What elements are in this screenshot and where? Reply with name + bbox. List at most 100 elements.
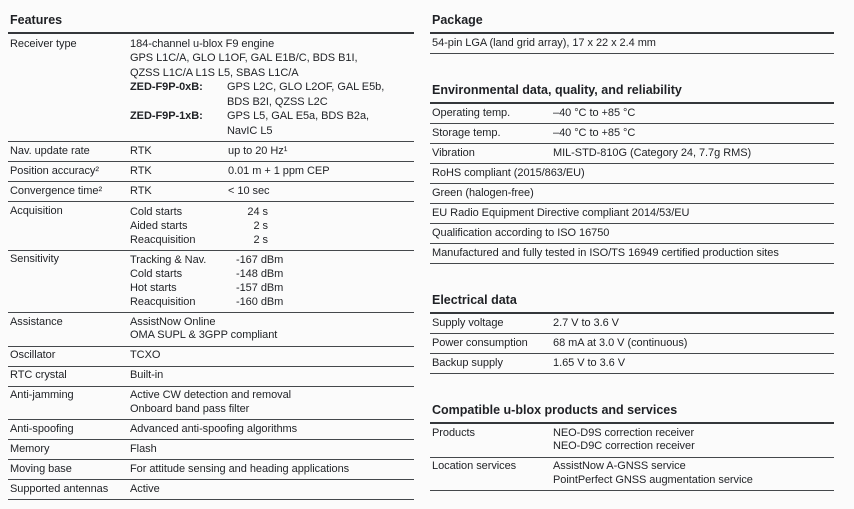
receiver-line: QZSS L1C/A L1S L5, SBAS L1C/A <box>130 66 299 79</box>
sensitivity-pair: Hot starts -157 dBm <box>130 281 414 295</box>
row-label: Receiver type <box>10 37 77 50</box>
spec-row-rtc-crystal: RTC crystal Built-in <box>8 367 414 387</box>
pair-value: -157 dBm <box>236 282 284 294</box>
env-note-green: Green (halogen-free) <box>430 184 834 204</box>
spec-row-receiver-type: Receiver type 184-channel u-blox F9 engi… <box>8 34 414 142</box>
row-value: 68 mA at 3.0 V (continuous) <box>553 336 688 349</box>
row-value: 2.7 V to 3.6 V <box>553 316 619 329</box>
row-label: Oscillator <box>10 349 56 361</box>
row-value: Flash <box>130 442 157 455</box>
spec-row-supported-antennas: Supported antennas Active <box>8 480 414 500</box>
row-label: Memory <box>10 442 50 455</box>
package-title: Package <box>430 12 834 34</box>
receiver-variant: ZED-F9P-1xB: GPS L5, GAL E5a, BDS B2a, N… <box>130 109 414 138</box>
compat-row-location-services: Location services AssistNow A-GNSS servi… <box>430 458 834 491</box>
row-value: –40 °C to +85 °C <box>553 106 636 119</box>
pair-sublabel: Hot starts <box>130 282 177 294</box>
pair-value: 24 s <box>247 205 268 218</box>
compatible-title: Compatible u-blox products and services <box>430 402 834 424</box>
spec-row-sensitivity: Sensitivity Tracking & Nav. -167 dBm Col… <box>8 251 414 313</box>
receiver-line: 184-channel u-blox F9 engine <box>130 37 275 50</box>
row-value: < 10 sec <box>228 184 270 197</box>
row-label: Acquisition <box>10 204 63 217</box>
receiver-variant: ZED-F9P-0xB: GPS L2C, GLO L2OF, GAL E5b,… <box>130 80 414 109</box>
variant-name: ZED-F9P-0xB: <box>130 81 203 93</box>
acquisition-pair: Reacquisition 2 s <box>130 233 414 247</box>
pair-sublabel: Aided starts <box>130 219 188 232</box>
spec-row-moving-base: Moving base For attitude sensing and hea… <box>8 460 414 480</box>
row-value: Advanced anti-spoofing algorithms <box>130 422 298 435</box>
row-label: Vibration <box>432 146 475 159</box>
pair-sublabel: Reacquisition <box>130 296 196 308</box>
variant-desc-line: NavIC L5 <box>227 124 273 137</box>
sensitivity-pair: Tracking & Nav. -167 dBm <box>130 253 414 267</box>
row-sublabel: RTK <box>130 184 152 197</box>
row-value: MIL-STD-810G (Category 24, 7.7g RMS) <box>553 146 752 159</box>
env-row-storage-temp: Storage temp. –40 °C to +85 °C <box>430 124 834 144</box>
row-value: NEO-D9S correction receiver NEO-D9C corr… <box>553 427 834 454</box>
variant-desc: GPS L2C, GLO L2OF, GAL E5b, BDS B2I, QZS… <box>227 80 414 109</box>
value-line: NEO-D9C correction receiver <box>553 440 695 452</box>
row-value: Built-in <box>130 369 164 381</box>
row-label: Convergence time² <box>10 184 103 197</box>
env-note-iso16750: Qualification according to ISO 16750 <box>430 224 834 244</box>
variant-desc-line: BDS B2I, QZSS L2C <box>227 95 328 108</box>
spec-row-acquisition: Acquisition Cold starts 24 s Aided start… <box>8 202 414 251</box>
row-label: Anti-spoofing <box>10 422 74 435</box>
spec-row-memory: Memory Flash <box>8 440 414 460</box>
row-value: 1.65 V to 3.6 V <box>553 356 626 369</box>
row-value: TCXO <box>130 349 161 361</box>
sensitivity-pair: Reacquisition -160 dBm <box>130 295 414 309</box>
row-value: Active <box>130 482 160 495</box>
row-label: Position accuracy² <box>10 164 99 177</box>
pair-value: -167 dBm <box>236 254 284 266</box>
elec-row-backup-supply: Backup supply 1.65 V to 3.6 V <box>430 354 834 374</box>
value-line: NEO-D9S correction receiver <box>553 426 695 439</box>
value-line: AssistNow Online <box>130 315 216 328</box>
receiver-line: GPS L1C/A, GLO L1OF, GAL E1B/C, BDS B1I, <box>130 52 358 64</box>
row-value: 0.01 m + 1 ppm CEP <box>228 164 330 177</box>
features-title: Features <box>8 12 414 34</box>
pair-value: -160 dBm <box>236 296 284 308</box>
elec-row-supply-voltage: Supply voltage 2.7 V to 3.6 V <box>430 314 834 334</box>
pair-sublabel: Tracking & Nav. <box>130 254 207 266</box>
row-label: RTC crystal <box>10 369 67 381</box>
spec-row-nav-update-rate: Nav. update rate RTK up to 20 Hz¹ <box>8 142 414 162</box>
spec-row-oscillator: Oscillator TCXO <box>8 347 414 367</box>
value-line: OMA SUPL & 3GPP compliant <box>130 329 278 341</box>
package-row: 54-pin LGA (land grid array), 17 x 22 x … <box>430 34 834 54</box>
row-label: Storage temp. <box>432 126 501 139</box>
row-label: Location services <box>432 460 517 472</box>
variant-desc-line: GPS L5, GAL E5a, BDS B2a, <box>227 110 370 122</box>
pair-sublabel: Cold starts <box>130 268 183 280</box>
variant-desc-line: GPS L2C, GLO L2OF, GAL E5b, <box>227 81 385 93</box>
value-line: Active CW detection and removal <box>130 389 292 401</box>
spec-row-position-accuracy: Position accuracy² RTK 0.01 m + 1 ppm CE… <box>8 162 414 182</box>
row-value: For attitude sensing and heading applica… <box>130 462 350 475</box>
row-value: 184-channel u-blox F9 engine GPS L1C/A, … <box>130 37 414 139</box>
environmental-title: Environmental data, quality, and reliabi… <box>430 82 834 104</box>
pair-value: -148 dBm <box>236 268 284 280</box>
row-label: Moving base <box>10 462 72 475</box>
row-sublabel: RTK <box>130 164 152 177</box>
pair-sublabel: Reacquisition <box>130 233 196 246</box>
env-row-operating-temp: Operating temp. –40 °C to +85 °C <box>430 104 834 124</box>
features-section: Features Receiver type 184-channel u-blo… <box>8 12 414 500</box>
row-value: Cold starts 24 s Aided starts 2 s Reacqu… <box>130 205 414 247</box>
row-value: AssistNow Online OMA SUPL & 3GPP complia… <box>130 316 414 343</box>
compat-row-products: Products NEO-D9S correction receiver NEO… <box>430 424 834 458</box>
row-label: Anti-jamming <box>10 389 74 401</box>
row-value: AssistNow A-GNSS service PointPerfect GN… <box>553 460 834 487</box>
env-note-iso-ts-16949: Manufactured and fully tested in ISO/TS … <box>430 244 834 264</box>
value-line: PointPerfect GNSS augmentation service <box>553 473 753 486</box>
pair-value: 2 s <box>253 233 268 246</box>
spec-row-anti-jamming: Anti-jamming Active CW detection and rem… <box>8 387 414 420</box>
elec-row-power-consumption: Power consumption 68 mA at 3.0 V (contin… <box>430 334 834 354</box>
right-column: Package 54-pin LGA (land grid array), 17… <box>430 12 834 491</box>
electrical-title: Electrical data <box>430 292 834 314</box>
env-note-rohs: RoHS compliant (2015/863/EU) <box>430 164 834 184</box>
variant-name: ZED-F9P-1xB: <box>130 110 203 122</box>
row-label: Products <box>432 426 476 439</box>
variant-desc: GPS L5, GAL E5a, BDS B2a, NavIC L5 <box>227 109 414 138</box>
row-label: Assistance <box>10 315 63 328</box>
